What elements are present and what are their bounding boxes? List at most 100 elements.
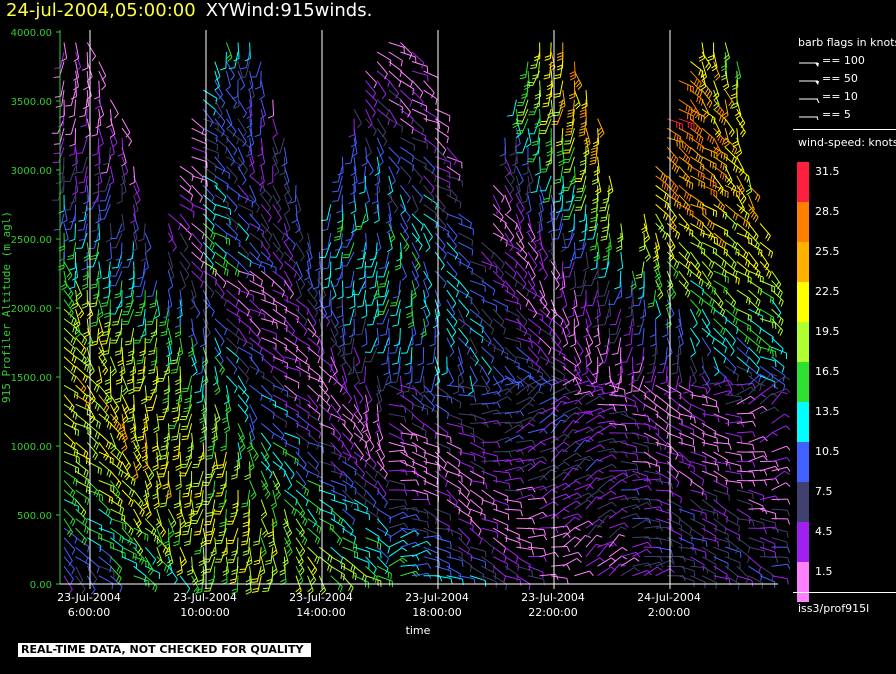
wind-barb-flag bbox=[119, 429, 126, 434]
wind-barb-flag bbox=[556, 52, 563, 56]
wind-barb-shaft bbox=[573, 346, 582, 363]
wind-barb-shaft bbox=[249, 213, 261, 227]
wind-barb-shaft bbox=[388, 61, 402, 72]
wind-barb-shaft bbox=[98, 109, 102, 126]
wind-barb-flag bbox=[551, 413, 558, 417]
wind-barb-flag bbox=[155, 457, 162, 462]
wind-barb-flag bbox=[471, 249, 474, 256]
wind-barb-flag bbox=[118, 434, 122, 441]
wind-barb-flag bbox=[423, 450, 427, 457]
wind-barb-flag bbox=[537, 248, 543, 253]
wind-barb-shaft bbox=[202, 328, 206, 345]
wind-barb-flag bbox=[88, 342, 94, 348]
wind-barb-flag bbox=[152, 493, 159, 497]
wind-barb-flag bbox=[579, 159, 586, 163]
wind-barb-flag bbox=[591, 181, 598, 185]
wind-barb-shaft bbox=[469, 384, 486, 387]
wind-barb-shaft bbox=[330, 347, 336, 363]
wind-barb-shaft bbox=[178, 528, 181, 545]
wind-barb-shaft bbox=[272, 137, 279, 153]
wind-barb-flag bbox=[96, 421, 99, 428]
wind-barb-flag bbox=[497, 389, 502, 395]
wind-barb-flag bbox=[545, 93, 552, 97]
wind-barb-flag bbox=[350, 530, 354, 536]
wind-barb-flag bbox=[488, 263, 493, 270]
wind-barb-flag bbox=[337, 349, 342, 356]
wind-barb-flag bbox=[172, 419, 179, 423]
wind-barb-shaft bbox=[504, 477, 521, 481]
wind-barb-flag bbox=[348, 200, 355, 205]
wind-barb-shaft bbox=[516, 375, 530, 387]
wind-barb-flag bbox=[200, 543, 207, 548]
wind-barb-flag bbox=[105, 238, 112, 243]
wind-barb-flag bbox=[404, 460, 408, 467]
wind-barb-flag bbox=[295, 587, 301, 593]
wind-barb-flag bbox=[124, 408, 130, 414]
wind-barb-shaft bbox=[458, 489, 471, 502]
wind-barb-shaft bbox=[400, 441, 417, 447]
wind-barb-shaft bbox=[423, 308, 430, 325]
wind-barb-shaft bbox=[388, 522, 405, 529]
wind-barb-shaft bbox=[376, 204, 380, 221]
wind-barb-flag bbox=[576, 500, 582, 506]
wind-barb-shaft bbox=[142, 309, 146, 326]
wind-barb-flag bbox=[173, 445, 180, 449]
wind-barb-shaft bbox=[400, 530, 415, 539]
wind-barb-flag bbox=[363, 500, 367, 507]
wind-barb-shaft bbox=[573, 270, 577, 288]
wind-barb-flag bbox=[54, 67, 61, 69]
wind-barb-flag bbox=[231, 572, 238, 575]
wind-barb-shaft bbox=[469, 346, 479, 362]
wind-barb-flag bbox=[373, 482, 378, 489]
wind-barb-flag bbox=[401, 547, 408, 552]
wind-barb-shaft bbox=[179, 251, 191, 265]
wind-barb-flag bbox=[508, 483, 511, 490]
wind-barb-flag bbox=[373, 210, 380, 214]
wind-barb-flag bbox=[435, 98, 438, 105]
wind-barb-shaft bbox=[365, 80, 377, 94]
wind-barb-flag bbox=[154, 314, 160, 319]
wind-barb-flag bbox=[464, 340, 469, 347]
wind-barb-shaft bbox=[109, 99, 119, 114]
wind-barb-flag bbox=[634, 557, 640, 562]
wind-barb-flag bbox=[171, 438, 178, 441]
wind-barb-flag bbox=[253, 562, 260, 566]
wind-barb-flag bbox=[642, 404, 646, 411]
wind-barb-shaft bbox=[458, 289, 473, 299]
wind-barb-shaft bbox=[423, 489, 439, 497]
wind-barb-shaft bbox=[295, 223, 304, 238]
wind-barb-shaft bbox=[106, 156, 111, 173]
wind-barb-flag bbox=[339, 333, 346, 338]
wind-barb-flag bbox=[272, 162, 278, 167]
wind-barb-flag bbox=[141, 426, 148, 431]
wind-barb-shaft bbox=[98, 261, 102, 278]
wind-barb-shaft bbox=[638, 375, 645, 392]
wind-barb-flag bbox=[647, 446, 650, 453]
wind-barb-shaft bbox=[272, 413, 287, 423]
wind-barb-shaft bbox=[376, 527, 392, 537]
wind-barb-flag bbox=[146, 535, 149, 542]
wind-barb-flag bbox=[206, 511, 213, 515]
wind-barb-flag bbox=[308, 374, 311, 381]
wind-barb-flag bbox=[86, 471, 89, 478]
wind-barb-shaft bbox=[458, 299, 470, 312]
wind-barb-flag bbox=[71, 568, 75, 575]
wind-barb-flag bbox=[96, 386, 100, 393]
wind-barb-flag bbox=[296, 421, 299, 429]
wind-barb-shaft bbox=[202, 165, 217, 177]
wind-barb-flag bbox=[138, 550, 144, 557]
wind-barb-flag bbox=[590, 381, 597, 385]
wind-barb-shaft bbox=[492, 575, 508, 585]
wind-barb-flag bbox=[467, 509, 471, 516]
wind-barb-flag bbox=[279, 172, 286, 176]
wind-barb-flag bbox=[526, 229, 532, 234]
wind-barb-flag bbox=[485, 386, 489, 393]
wind-barb-shaft bbox=[446, 280, 459, 292]
wind-barb-shaft bbox=[631, 375, 633, 392]
wind-barb-shaft bbox=[388, 156, 400, 170]
wind-barb-flag bbox=[73, 57, 80, 62]
wind-barb-shaft bbox=[423, 299, 431, 315]
wind-barb-flag bbox=[556, 277, 563, 280]
wind-barb-flag bbox=[125, 302, 132, 305]
wind-barb-flag bbox=[210, 553, 217, 557]
